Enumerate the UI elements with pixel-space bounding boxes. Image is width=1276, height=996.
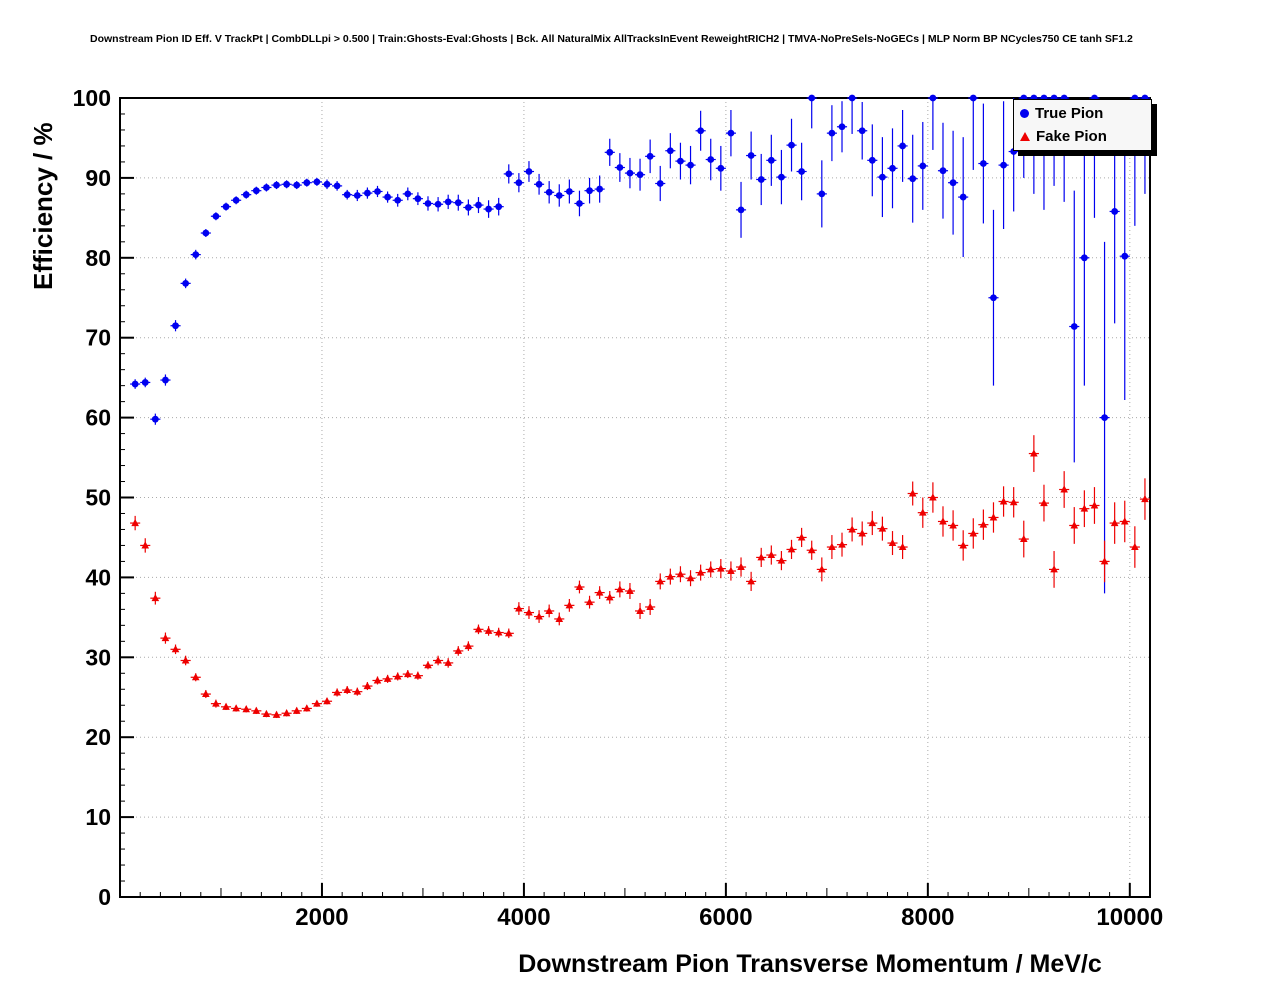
svg-text:40: 40 — [85, 564, 111, 590]
svg-text:0: 0 — [98, 884, 111, 910]
svg-text:6000: 6000 — [699, 904, 752, 931]
legend-label-true-pion: True Pion — [1035, 105, 1104, 122]
plot-header-title: Downstream Pion ID Eff. V TrackPt | Comb… — [90, 33, 1133, 45]
svg-text:90: 90 — [85, 165, 111, 191]
svg-text:100: 100 — [73, 85, 111, 111]
svg-text:30: 30 — [85, 644, 111, 670]
svg-text:2000: 2000 — [295, 904, 348, 931]
svg-text:4000: 4000 — [497, 904, 550, 931]
svg-text:10: 10 — [85, 804, 111, 830]
legend-label-fake-pion: Fake Pion — [1036, 128, 1107, 145]
fake-pion-marker-icon — [1020, 132, 1030, 141]
x-axis-title: Downstream Pion Transverse Momentum / Me… — [518, 950, 1102, 978]
legend: True Pion Fake Pion — [1013, 99, 1152, 151]
svg-text:10000: 10000 — [1096, 904, 1163, 931]
true-pion-marker-icon — [1020, 109, 1029, 118]
svg-text:60: 60 — [85, 405, 111, 431]
svg-text:20: 20 — [85, 724, 111, 750]
svg-text:80: 80 — [85, 245, 111, 271]
legend-item-fake-pion: Fake Pion — [1014, 125, 1151, 148]
svg-text:50: 50 — [85, 485, 111, 511]
svg-text:8000: 8000 — [901, 904, 954, 931]
legend-item-true-pion: True Pion — [1014, 102, 1151, 125]
svg-text:70: 70 — [85, 325, 111, 351]
